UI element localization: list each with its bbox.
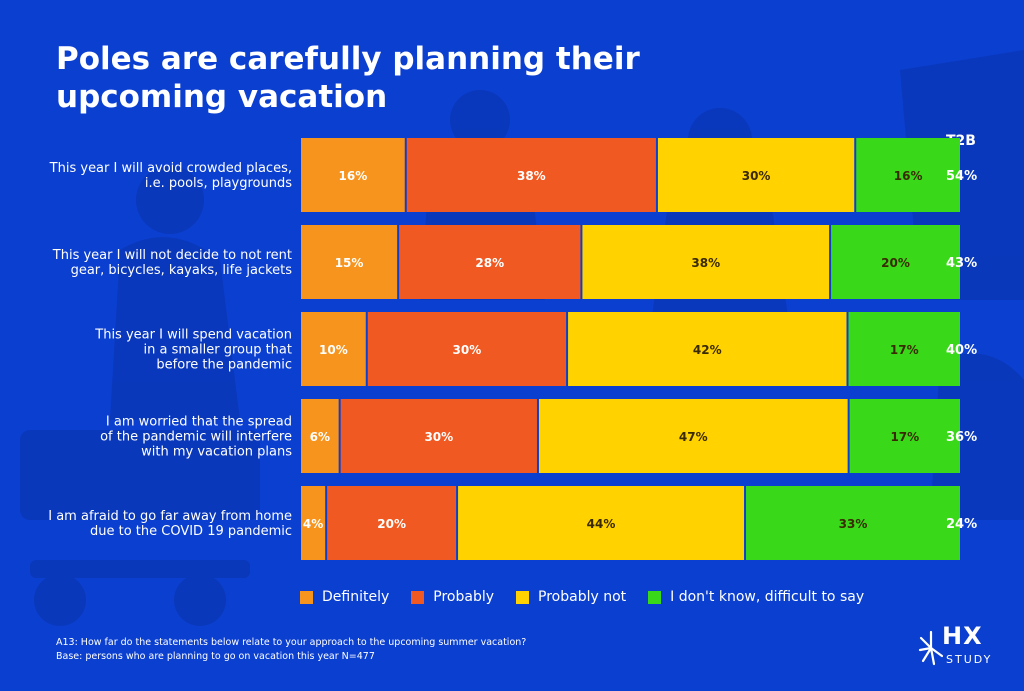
legend-label-definitely: Definitely [322,589,390,605]
bar-value-label: 30% [453,343,482,357]
bar-segment-probably-not [568,312,847,386]
category-label: I am worried that the spread of the pande… [100,415,292,460]
bar-value-label: 10% [319,343,348,357]
footnote-question: A13: How far do the statements below rel… [56,637,527,648]
bar-value-label: 42% [693,343,722,357]
bar-segment-i-don-t-know-difficult-to-say [746,486,960,560]
legend: Definitely Probably Probably not I don't… [300,586,864,608]
bar-value-label: 4% [303,517,323,531]
chart-title: Poles are carefully planning their upcom… [56,41,640,115]
t2b-value: 54% [946,169,977,184]
bar-segment-probably [340,399,537,473]
bar-value-label: 16% [339,169,368,183]
bar-value-label: 6% [310,430,330,444]
category-label-line: due to the COVID 19 pandemic [90,524,292,539]
t2b-value: 36% [946,430,977,445]
bar-value-label: 17% [890,343,919,357]
category-label: This year I will spend vacation in a smal… [94,328,292,373]
bar-segment-definitely [301,312,366,386]
category-label-line: in a smaller group that [144,343,292,358]
t2b-value: 24% [946,517,977,532]
bar-value-label: 15% [335,256,364,270]
bar-segment-probably-not [657,138,855,212]
bar-value-label: 30% [742,169,771,183]
category-label-line: This year I will not decide to not rent [52,248,292,263]
category-label-line: I am worried that the spread [106,415,292,430]
logo-subtext: STUDY [946,653,993,666]
category-label-line: of the pandemic will interfere [100,430,292,445]
bar-segment-definitely [301,486,326,560]
bar-segment-probably [406,138,656,212]
legend-item-dont-know: I don't know, difficult to say [648,589,864,605]
footnote: A13: How far do the statements below rel… [56,636,756,664]
bar-segment-i-don-t-know-difficult-to-say [831,225,960,299]
legend-label-dont-know: I don't know, difficult to say [670,589,865,605]
legend-item-probably: Probably [411,589,494,605]
bar-segment-probably [327,486,457,560]
bar-segment-probably [399,225,581,299]
category-label-line: with my vacation plans [141,445,292,460]
legend-label-probably: Probably [433,589,495,605]
legend-swatch-definitely [300,590,313,604]
category-label-line: before the pandemic [156,358,292,373]
bar-value-label: 33% [839,517,868,531]
category-label-line: i.e. pools, playgrounds [145,176,292,191]
logo-text: HX [942,622,983,650]
bar-value-label: 30% [424,430,453,444]
bar-segment-probably-not [582,225,830,299]
category-label-line: This year I will spend vacation [94,328,292,343]
bar-segment-probably-not [538,399,848,473]
bar-value-label: 38% [691,256,720,270]
legend-label-probably-not: Probably not [538,589,627,605]
logo-star-icon [918,630,944,666]
t2b-value: 43% [946,256,977,271]
category-label: This year I will not decide to not rent g… [52,248,292,278]
footnote-base: Base: persons who are planning to go on … [56,651,375,662]
legend-swatch-dont-know [648,590,662,604]
bar-segment-definitely [301,225,398,299]
bar-value-label: 16% [894,169,923,183]
bar-value-label: 44% [587,517,616,531]
category-label-line: gear, bicycles, kayaks, life jackets [71,263,293,278]
legend-swatch-probably-not [516,590,530,604]
legend-item-definitely: Definitely [300,589,389,605]
bar-segment-probably-not [458,486,745,560]
bar-value-label: 20% [377,517,406,531]
category-label-line: This year I will avoid crowded places, [49,161,292,176]
bar-value-label: 17% [890,430,919,444]
category-label: I am afraid to go far away from home due … [48,509,292,539]
bar-value-label: 20% [881,256,910,270]
bar-segment-i-don-t-know-difficult-to-say [849,399,960,473]
legend-item-probably-not: Probably not [516,589,626,605]
category-label: This year I will avoid crowded places, i.… [49,161,293,191]
hx-study-logo: HX STUDY [918,622,990,674]
bar-segment-definitely [301,138,405,212]
bar-value-label: 47% [679,430,708,444]
category-label-line: I am afraid to go far away from home [48,509,292,524]
bar-segment-probably [367,312,567,386]
bar-segment-i-don-t-know-difficult-to-say [848,312,960,386]
t2b-value: 40% [946,343,977,358]
legend-swatch-probably [411,590,425,604]
bar-segment-i-don-t-know-difficult-to-say [856,138,960,212]
bar-segment-definitely [301,399,339,473]
bar-value-label: 38% [517,169,546,183]
bar-value-label: 28% [475,256,504,270]
